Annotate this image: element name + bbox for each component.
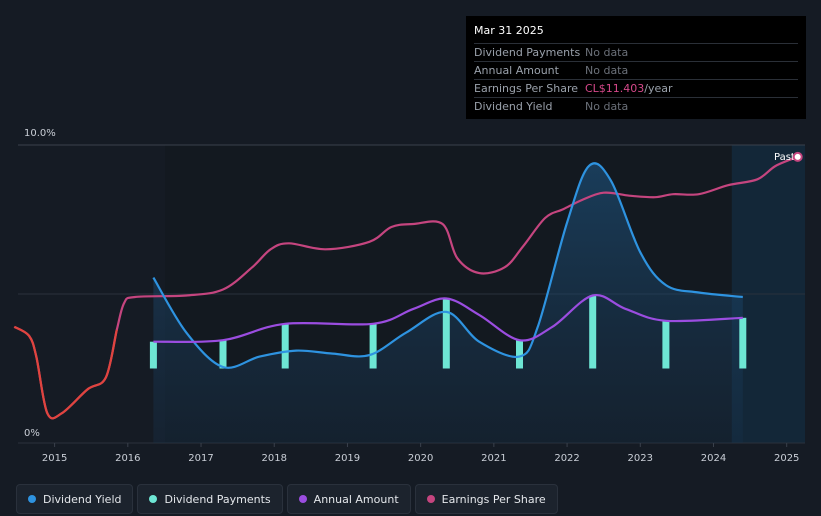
dividend-yield-line: [152, 162, 743, 369]
tooltip-value: No data: [585, 46, 629, 59]
tooltip-label: Earnings Per Share: [474, 82, 579, 95]
legend-label: Earnings Per Share: [441, 492, 546, 506]
tooltip-label: Dividend Payments: [474, 46, 581, 59]
legend-dividend-payments[interactable]: Dividend Payments: [137, 484, 283, 514]
tooltip-date: Mar 31 2025: [474, 24, 544, 37]
tooltip-row-earnings-per-share: Earnings Per Share CL$11.403/year: [474, 79, 798, 97]
x-axis-tick-label: 2019: [335, 453, 360, 464]
x-axis-tick-label: 2025: [774, 453, 799, 464]
x-axis-tick-label: 2021: [481, 453, 506, 464]
legend-annual-amount[interactable]: Annual Amount: [286, 484, 411, 514]
tooltip-value: No data: [585, 64, 629, 77]
dividend-payment-bar: [516, 340, 523, 369]
legend-label: Dividend Payments: [164, 492, 271, 506]
dividend-payment-bar: [589, 295, 597, 369]
x-axis-tick-label: 2024: [701, 453, 726, 464]
tooltip-row-annual-amount: Annual Amount No data: [474, 61, 798, 79]
x-axis-tick-label: 2020: [408, 453, 433, 464]
past-label: Past: [774, 152, 795, 163]
y-axis-top-label: 10.0%: [24, 128, 56, 139]
tooltip: Mar 31 2025 Dividend Payments No data An…: [466, 16, 806, 119]
tooltip-unit: /year: [644, 82, 673, 95]
dividend-payment-bar: [149, 341, 157, 369]
tooltip-value: No data: [585, 100, 629, 113]
earnings-per-share-decline-segment: [13, 325, 118, 420]
legend-earnings-per-share[interactable]: Earnings Per Share: [414, 484, 558, 514]
tooltip-label: Dividend Yield: [474, 100, 553, 113]
annual-amount-line: [153, 293, 743, 344]
dividend-payment-bar: [739, 317, 747, 369]
y-axis-bottom-label: 0%: [24, 428, 40, 439]
x-axis-tick-label: 2023: [628, 453, 653, 464]
legend-label: Annual Amount: [313, 492, 399, 506]
dividend-payment-bar: [369, 323, 377, 369]
dividend-payment-bar: [281, 323, 289, 369]
legend-dot-icon: [28, 495, 36, 503]
legend-dot-icon: [298, 495, 307, 503]
x-axis-tick-label: 2016: [115, 453, 140, 464]
x-axis-tick-label: 2015: [42, 453, 67, 464]
dividend-payment-bar: [442, 298, 450, 369]
dividend-payment-bar: [662, 320, 670, 369]
eps-end-marker: [792, 151, 803, 162]
legend: Dividend Yield Dividend Payments Annual …: [16, 484, 558, 514]
legend-dot-icon: [426, 495, 435, 503]
tooltip-row-dividend-yield: Dividend Yield No data: [474, 97, 798, 115]
legend-dividend-yield[interactable]: Dividend Yield: [16, 484, 134, 514]
legend-label: Dividend Yield: [43, 492, 122, 506]
x-axis-tick-label: 2018: [262, 453, 287, 464]
tooltip-value: CL$11.403: [585, 82, 645, 95]
x-axis-tick-label: 2017: [188, 453, 213, 464]
x-axis-tick-label: 2022: [554, 453, 579, 464]
chart: 10.0% 0% 2015 2016 2017 2018 2019 2020 2021 202…: [13, 128, 805, 464]
dividend-yield-area: [153, 163, 743, 443]
legend-dot-icon: [149, 495, 158, 503]
dividend-payment-bar: [219, 340, 227, 369]
tooltip-row-dividend-payments: Dividend Payments No data: [474, 43, 798, 61]
tooltip-label: Annual Amount: [474, 64, 559, 77]
